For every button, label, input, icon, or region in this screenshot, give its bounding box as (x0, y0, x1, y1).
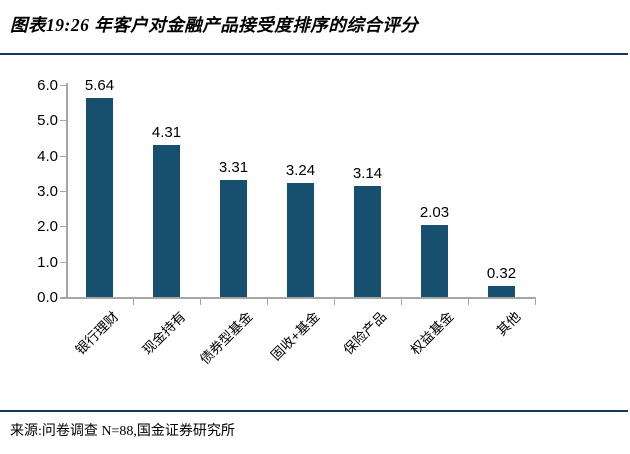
figure-title: 图表19:26 年客户对金融产品接受度排序的综合评分 (10, 15, 419, 35)
y-tick-label: 6.0 (37, 77, 58, 94)
y-tick-label: 2.0 (37, 218, 58, 236)
x-tick-mark (535, 299, 536, 305)
bar-chart: 6.0 5.0 4.0 3.0 2.0 1.0 0.0 5.64 4.31 3.31 3.24 3.… (0, 60, 630, 405)
title-divider (0, 53, 628, 55)
bar-银行理财 (86, 97, 113, 297)
bar-权益基金 (421, 225, 448, 297)
bar-固收+基金 (287, 182, 314, 297)
bar-value-label: 5.64 (84, 76, 115, 94)
x-tick-mark (267, 299, 268, 305)
x-tick-mark (401, 299, 402, 305)
bar-债券型基金 (220, 180, 247, 297)
source-note: 来源:问卷调查 N=88,国金证券研究所 (10, 424, 235, 439)
x-tick-mark (468, 299, 469, 305)
bar-value-label: 3.24 (285, 161, 316, 179)
y-tick-mark (60, 120, 66, 122)
x-tick-mark (334, 299, 335, 305)
bar-value-label: 3.14 (352, 165, 383, 183)
bar-value-label: 4.31 (151, 123, 182, 141)
bar-value-label: 3.31 (218, 159, 249, 177)
x-axis-line (60, 297, 536, 299)
y-tick-mark (60, 297, 66, 298)
y-tick-mark (60, 261, 66, 263)
bar-value-label: 0.32 (486, 264, 517, 282)
x-tick-mark (133, 299, 134, 305)
bar-现金持有 (153, 144, 180, 297)
y-tick-label: 3.0 (37, 183, 58, 200)
y-tick-mark (60, 226, 66, 228)
y-tick-label: 5.0 (37, 112, 58, 130)
y-tick-label: 4.0 (37, 147, 58, 165)
y-tick-mark (60, 191, 66, 192)
y-tick-label: 0.0 (37, 289, 58, 306)
bar-value-label: 2.03 (419, 204, 450, 222)
y-tick-mark (60, 85, 66, 86)
y-tick-label: 1.0 (37, 253, 58, 271)
bar-其他 (488, 285, 515, 297)
y-axis-line (66, 83, 68, 299)
bar-保险产品 (354, 186, 381, 297)
x-tick-mark (200, 299, 201, 305)
footer-divider (0, 410, 628, 412)
y-tick-mark (60, 155, 66, 157)
